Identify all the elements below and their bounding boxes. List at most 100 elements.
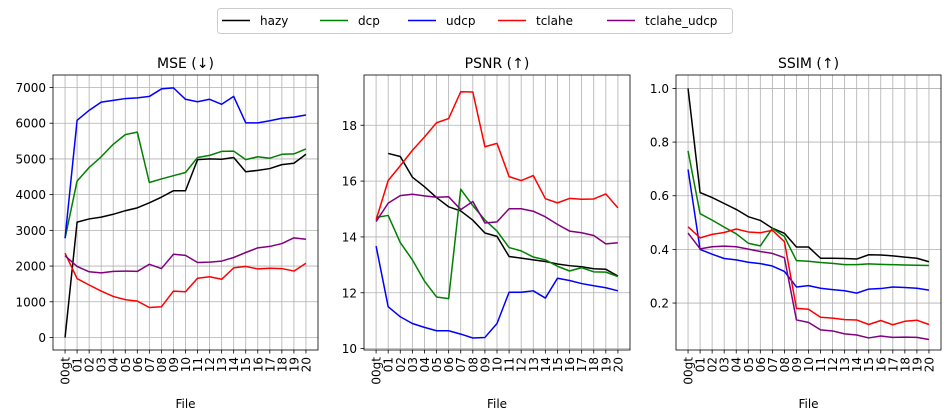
y-tick-label: 7000 xyxy=(15,81,46,95)
x-tick-label: 07 xyxy=(454,357,468,372)
x-tick-label: 01 xyxy=(382,357,396,372)
x-tick-label: 14 xyxy=(227,357,241,372)
series-line-tclahe-udcp xyxy=(64,237,307,274)
y-axis: 0 1000 2000 3000 4000 5000 6000 7000 xyxy=(15,81,53,345)
series-line-hazy xyxy=(387,152,619,277)
x-tick-label: 13 xyxy=(215,357,229,372)
series-line-dcp xyxy=(375,188,619,300)
series-group xyxy=(375,91,619,339)
x-tick-label: 00gt xyxy=(370,357,384,385)
x-tick-label: 19 xyxy=(599,357,613,372)
panel-mse: 0100020003000400050006000700000gt0102030… xyxy=(15,56,319,411)
x-axis-label: File xyxy=(798,397,818,411)
x-tick-label: 18 xyxy=(275,357,289,372)
x-tick-label: 01 xyxy=(71,357,85,372)
x-tick-label: 20 xyxy=(922,357,936,372)
x-tick-label: 20 xyxy=(611,357,625,372)
series-line-tclahe xyxy=(375,91,619,221)
y-tick-label: 10 xyxy=(342,342,357,356)
x-tick-label: 05 xyxy=(119,357,133,372)
x-tick-label: 04 xyxy=(730,357,744,372)
x-tick-label: 15 xyxy=(862,357,876,372)
y-tick-label: 18 xyxy=(342,119,357,133)
x-tick-label: 10 xyxy=(802,357,816,372)
x-tick-label: 09 xyxy=(478,357,492,372)
series-line-dcp xyxy=(64,131,307,239)
x-tick-label: 10 xyxy=(179,357,193,372)
series-line-udcp xyxy=(375,245,619,339)
x-axis: 00gt010203040506070809101112131415161718… xyxy=(370,350,625,385)
x-tick-label: 19 xyxy=(287,357,301,372)
y-tick-label: 2000 xyxy=(15,260,46,274)
x-tick-label: 05 xyxy=(430,357,444,372)
x-axis: 00gt010203040506070809101112131415161718… xyxy=(59,350,313,385)
legend-label-tclahe: tclahe xyxy=(536,14,573,28)
series-line-hazy xyxy=(687,88,930,263)
y-tick-label: 0.6 xyxy=(650,189,669,203)
y-tick-label: 5000 xyxy=(15,152,46,166)
x-tick-label: 05 xyxy=(742,357,756,372)
y-tick-label: 3000 xyxy=(15,224,46,238)
x-tick-label: 00gt xyxy=(682,357,696,385)
legend-item-tclahe-udcp: tclahe_udcp xyxy=(607,14,717,28)
x-tick-label: 18 xyxy=(898,357,912,372)
x-tick-label: 16 xyxy=(251,357,265,372)
x-tick-label: 08 xyxy=(466,357,480,372)
x-tick-label: 13 xyxy=(527,357,541,372)
legend-item-hazy: hazy xyxy=(222,14,288,28)
x-tick-label: 13 xyxy=(838,357,852,372)
series-group xyxy=(687,88,930,341)
x-tick-label: 06 xyxy=(754,357,768,372)
y-tick-label: 0.4 xyxy=(650,243,669,257)
series-line-tclahe xyxy=(64,252,307,309)
legend: hazy dcp udcp tclahe tclahe_udcp xyxy=(217,8,733,34)
x-tick-label: 20 xyxy=(299,357,313,372)
x-tick-label: 07 xyxy=(766,357,780,372)
x-tick-label: 03 xyxy=(718,357,732,372)
x-tick-label: 09 xyxy=(790,357,804,372)
x-tick-label: 14 xyxy=(850,357,864,372)
y-tick-label: 14 xyxy=(342,230,357,244)
x-tick-label: 02 xyxy=(394,357,408,372)
y-tick-label: 0 xyxy=(38,331,46,345)
legend-item-udcp: udcp xyxy=(408,14,475,28)
chart-title: PSNR (↑) xyxy=(465,56,530,72)
x-tick-label: 11 xyxy=(814,357,828,372)
y-tick-label: 4000 xyxy=(15,188,46,202)
y-tick-label: 12 xyxy=(342,286,357,300)
legend-frame xyxy=(217,8,733,34)
x-tick-label: 07 xyxy=(143,357,157,372)
y-tick-label: 16 xyxy=(342,175,357,189)
series-line-tclahe xyxy=(687,226,930,326)
x-tick-label: 04 xyxy=(107,357,121,372)
x-axis-label: File xyxy=(175,397,195,411)
x-tick-label: 11 xyxy=(191,357,205,372)
x-tick-label: 16 xyxy=(874,357,888,372)
panel-psnr: 101214161800gt01020304050607080910111213… xyxy=(342,56,631,411)
legend-label-udcp: udcp xyxy=(446,14,475,28)
x-tick-label: 15 xyxy=(551,357,565,372)
y-tick-label: 1000 xyxy=(15,295,46,309)
x-tick-label: 03 xyxy=(95,357,109,372)
x-tick-label: 08 xyxy=(778,357,792,372)
series-line-tclahe-udcp xyxy=(375,193,618,245)
x-tick-label: 16 xyxy=(563,357,577,372)
x-tick-label: 18 xyxy=(587,357,601,372)
legend-label-tclahe-udcp: tclahe_udcp xyxy=(645,14,717,28)
x-tick-label: 04 xyxy=(418,357,432,372)
x-tick-label: 03 xyxy=(406,357,420,372)
x-tick-label: 17 xyxy=(263,357,277,372)
series-line-hazy xyxy=(64,153,307,338)
chart-title: SSIM (↑) xyxy=(778,56,839,72)
series-line-udcp xyxy=(687,169,930,294)
x-tick-label: 15 xyxy=(239,357,253,372)
x-axis: 00gt010203040506070809101112131415161718… xyxy=(682,350,936,385)
grid xyxy=(53,75,318,350)
series-group xyxy=(64,87,307,338)
x-tick-label: 12 xyxy=(203,357,217,372)
x-tick-label: 08 xyxy=(155,357,169,372)
x-axis-label: File xyxy=(487,397,507,411)
x-tick-label: 12 xyxy=(515,357,529,372)
y-axis: 0.2 0.4 0.6 0.8 1.0 xyxy=(650,82,676,311)
